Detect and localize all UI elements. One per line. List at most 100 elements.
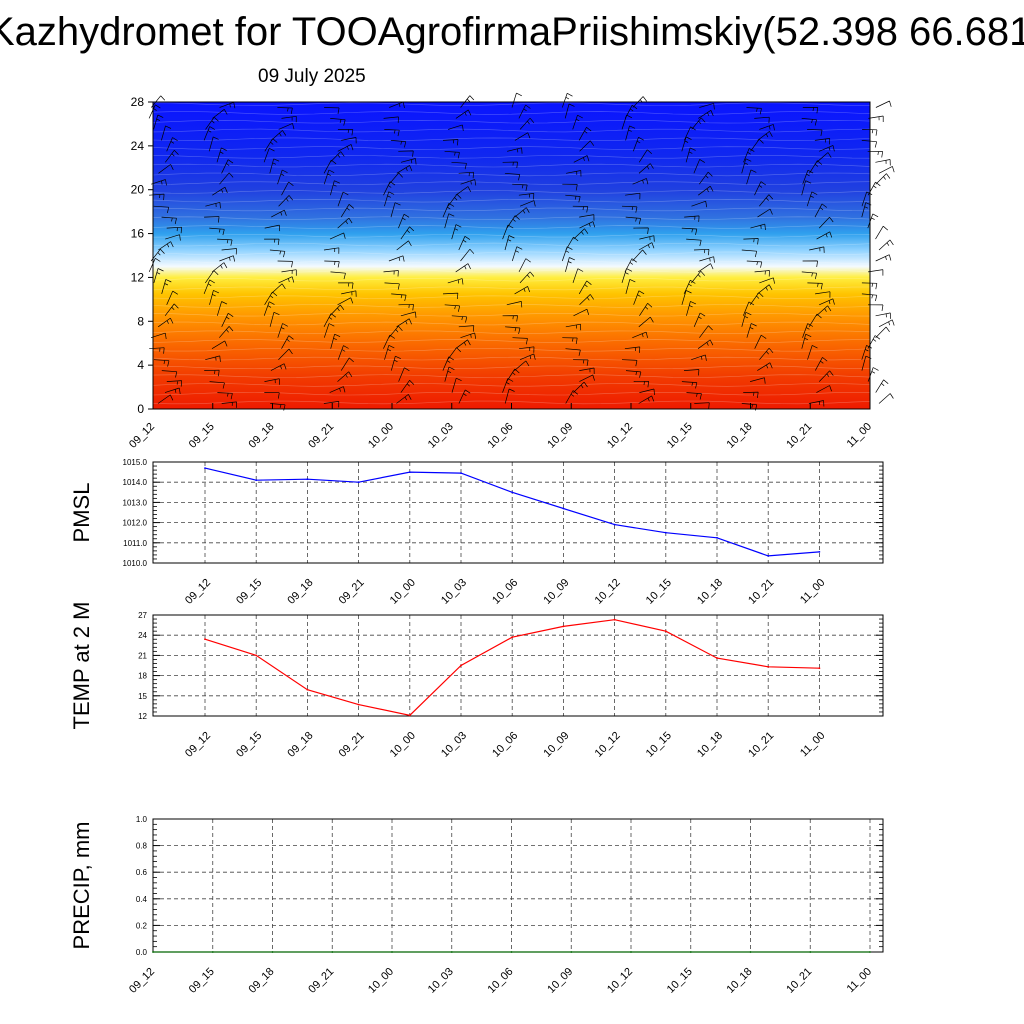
data-point bbox=[255, 654, 258, 657]
wind-barb bbox=[867, 335, 881, 349]
wind-barb bbox=[699, 171, 713, 185]
wind-barb bbox=[455, 186, 472, 196]
wind-barb bbox=[278, 123, 295, 130]
wind-barb bbox=[269, 311, 280, 327]
wind-barb bbox=[757, 284, 773, 295]
wind-barb bbox=[281, 115, 297, 123]
wind-barb bbox=[442, 139, 459, 146]
wind-barb bbox=[759, 124, 775, 131]
wind-barb bbox=[572, 268, 584, 284]
x-tick-label: 10_06 bbox=[490, 730, 520, 760]
vertical-section-panel: 0 4 8 12 16 20 24 28 09_12 09_15 09_18 09_21 10_00 10… bbox=[127, 92, 895, 451]
x-tick-label: 10_03 bbox=[426, 421, 456, 451]
wind-barb bbox=[807, 129, 823, 136]
wind-barb bbox=[808, 400, 825, 407]
section-isoline bbox=[152, 163, 871, 168]
wind-barb bbox=[693, 312, 706, 327]
wind-barb bbox=[565, 194, 581, 203]
wind-barb bbox=[161, 216, 177, 225]
data-point bbox=[408, 714, 411, 717]
section-isoline bbox=[152, 260, 871, 264]
wind-barb bbox=[208, 136, 219, 152]
wind-barb bbox=[217, 392, 233, 400]
y-tick-label: 18 bbox=[138, 672, 147, 681]
y-tick-label: 24 bbox=[131, 139, 145, 153]
wind-barb bbox=[264, 224, 281, 232]
data-point bbox=[460, 472, 462, 474]
data-point bbox=[809, 951, 812, 953]
wind-barb bbox=[818, 216, 834, 229]
data-point bbox=[818, 551, 821, 553]
data-point bbox=[570, 951, 573, 953]
wind-barb bbox=[263, 301, 275, 316]
wind-barb bbox=[815, 291, 831, 298]
wind-barb bbox=[460, 248, 475, 262]
wind-barb bbox=[388, 255, 405, 262]
x-tick-label: 09_15 bbox=[234, 577, 264, 607]
wind-barb bbox=[759, 194, 774, 207]
wind-barb bbox=[757, 208, 773, 218]
section-isoline bbox=[152, 330, 871, 334]
section-isoline bbox=[152, 216, 871, 220]
x-tick-label: 11_00 bbox=[798, 730, 828, 760]
wind-barb bbox=[264, 392, 280, 399]
wind-barb bbox=[867, 181, 881, 196]
wind-barb bbox=[506, 301, 523, 308]
wind-barb bbox=[639, 388, 655, 396]
wind-barb bbox=[337, 129, 354, 136]
wind-barb bbox=[875, 379, 889, 393]
wind-barb bbox=[398, 150, 414, 157]
x-tick-label: 10_18 bbox=[725, 966, 755, 996]
wind-barb bbox=[277, 323, 288, 338]
wind-barb bbox=[757, 362, 773, 371]
section-isoline bbox=[152, 172, 871, 177]
data-point bbox=[460, 664, 462, 667]
y-tick-label: 12 bbox=[138, 712, 147, 721]
wind-barb bbox=[684, 215, 700, 222]
wind-barb bbox=[639, 235, 655, 242]
wind-barb bbox=[801, 180, 812, 196]
wind-barb bbox=[806, 191, 818, 207]
wind-barb bbox=[447, 193, 462, 207]
wind-barb bbox=[861, 282, 878, 290]
wind-barb bbox=[683, 126, 696, 141]
x-tick-label: 10_09 bbox=[545, 966, 575, 996]
wind-barb bbox=[565, 390, 579, 404]
wind-barb bbox=[148, 258, 161, 273]
wind-barb bbox=[699, 325, 713, 338]
section-isoline bbox=[152, 400, 871, 405]
wind-barb bbox=[868, 115, 884, 122]
y-tick-label: 1011.0 bbox=[123, 539, 147, 548]
section-isoline bbox=[152, 312, 871, 317]
wind-barb bbox=[573, 359, 589, 366]
wind-barb bbox=[444, 366, 455, 382]
wind-barb bbox=[153, 205, 170, 214]
wind-barb bbox=[337, 297, 354, 306]
wind-barb bbox=[221, 401, 237, 408]
wind-barb bbox=[699, 103, 715, 110]
wind-barb bbox=[329, 386, 346, 393]
wind-barb bbox=[691, 270, 706, 284]
wind-barb bbox=[270, 363, 287, 371]
wind-barb bbox=[330, 271, 346, 280]
wind-barb bbox=[460, 179, 477, 186]
data-point bbox=[450, 951, 453, 953]
x-tick-label: 09_18 bbox=[247, 966, 277, 996]
section-isoline bbox=[152, 146, 871, 150]
wind-barb bbox=[875, 312, 891, 319]
data-point bbox=[613, 618, 616, 621]
wind-barb bbox=[340, 204, 354, 218]
section-isoline bbox=[152, 339, 870, 343]
wind-barb bbox=[754, 181, 766, 196]
wind-barb bbox=[219, 326, 234, 338]
wind-barb bbox=[211, 262, 228, 273]
wind-barb bbox=[754, 116, 770, 124]
wind-barb bbox=[221, 159, 234, 174]
panel-frame bbox=[152, 461, 884, 564]
x-tick-label: 10_21 bbox=[784, 966, 814, 996]
wind-barb bbox=[209, 381, 225, 389]
wind-barb bbox=[814, 357, 828, 371]
data-point bbox=[511, 491, 514, 494]
wind-barb bbox=[624, 258, 637, 273]
